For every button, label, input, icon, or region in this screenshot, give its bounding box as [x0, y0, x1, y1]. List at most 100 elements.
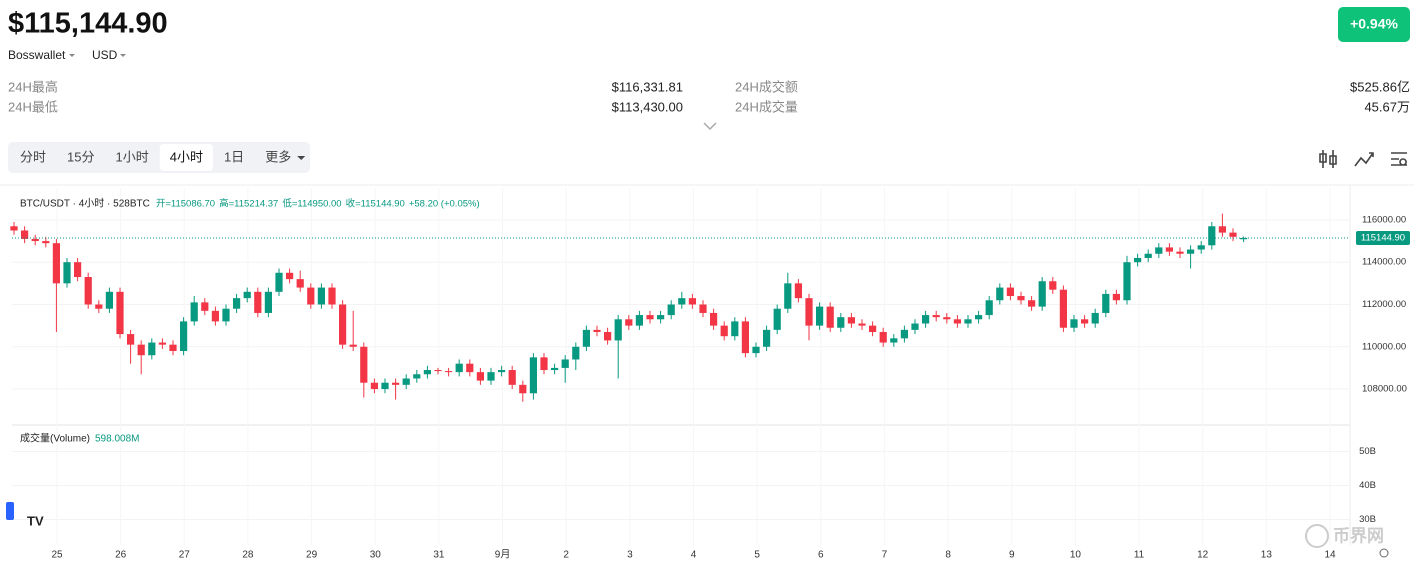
candle-body — [95, 304, 103, 309]
tab[interactable]: 1日 — [224, 149, 244, 164]
tab[interactable]: 更多 — [265, 149, 291, 164]
candle-body — [222, 308, 230, 322]
candle-body — [476, 372, 484, 381]
x-tick-label: 13 — [1261, 550, 1273, 561]
candle-body — [190, 302, 198, 322]
candle-body — [1123, 262, 1131, 301]
candle-body — [317, 287, 325, 305]
candle-body — [922, 315, 930, 324]
candle-body — [826, 306, 834, 328]
x-tick-label: 30 — [370, 550, 382, 561]
candle-body — [402, 378, 410, 385]
candle-body — [604, 331, 612, 341]
legend-symbol: BTC/USDT · 4小时 · 528BTC — [20, 198, 150, 210]
x-tick-label: 9 — [1009, 550, 1015, 561]
candle-body — [381, 382, 389, 390]
candle-body — [466, 363, 474, 373]
volume-title: 成交量(Volume) — [20, 432, 90, 445]
candle-body — [688, 298, 696, 305]
candle-body — [1059, 289, 1067, 328]
tab[interactable]: 4小时 — [170, 149, 203, 164]
legend-field: 开=115086.70 — [156, 199, 215, 210]
candle-body — [1187, 249, 1195, 254]
candle-body — [1091, 312, 1099, 324]
candle-body — [508, 370, 516, 385]
exchange[interactable]: Bosswallet — [8, 48, 66, 62]
x-tick-label: 6 — [818, 550, 824, 561]
candle-body — [63, 262, 71, 284]
y-tick-label: 112000.00 — [1362, 299, 1406, 310]
candle-body — [953, 319, 961, 324]
candle-body — [1081, 319, 1089, 324]
candle-body — [137, 344, 145, 356]
candle-body — [1144, 253, 1152, 258]
candle-body — [423, 370, 431, 375]
expand-chevron[interactable] — [703, 122, 717, 131]
tab[interactable]: 分时 — [20, 149, 46, 164]
candle-body — [773, 308, 781, 330]
candle-body — [233, 298, 241, 309]
candle-body — [741, 321, 749, 354]
candle-body — [1102, 293, 1110, 313]
settings-icon[interactable] — [1379, 548, 1389, 558]
candle-body — [975, 315, 983, 320]
candle-body — [763, 329, 771, 347]
candle-body — [794, 283, 802, 299]
candle-body — [169, 344, 177, 352]
candle-body — [985, 300, 993, 316]
candle-body — [1208, 226, 1216, 246]
toolbar-icons[interactable] — [1319, 150, 1407, 168]
x-tick-label: 29 — [306, 550, 318, 561]
x-tick-label: 5 — [754, 550, 760, 561]
tab[interactable]: 15分 — [67, 149, 94, 164]
candle-body — [900, 329, 908, 339]
candle-body — [731, 321, 739, 337]
candle-body — [1218, 226, 1226, 233]
change-badge — [1338, 7, 1410, 42]
candle-body — [646, 315, 654, 320]
x-tick-label: 3 — [627, 550, 633, 561]
y-tick-label: 116000.00 — [1362, 214, 1406, 225]
change: +0.94% — [1350, 16, 1398, 32]
candle-body — [180, 321, 188, 352]
candle-body — [710, 312, 718, 326]
candle-body — [328, 287, 336, 305]
candle-body — [1134, 257, 1142, 263]
candle-body — [445, 371, 453, 373]
candle-body — [455, 363, 463, 373]
candle-body — [116, 291, 124, 335]
last-price-tag — [1356, 231, 1410, 246]
candle-body — [392, 382, 400, 385]
x-tick-label: 4 — [691, 550, 697, 561]
candle-body — [31, 238, 39, 242]
candle-body — [1006, 287, 1014, 297]
candle-body — [858, 323, 866, 326]
candle-body — [932, 315, 940, 318]
tab[interactable]: 1小时 — [115, 149, 148, 164]
candle-body — [360, 346, 368, 383]
candle-body — [699, 304, 707, 313]
candle-body — [243, 291, 251, 299]
candle-body — [572, 346, 580, 360]
stat-value: $116,331.81 — [612, 79, 683, 94]
candle-body — [529, 357, 537, 394]
candle-body — [148, 342, 156, 356]
legend-field: 高=115214.37 — [219, 198, 278, 210]
tv-logo: TV — [27, 513, 44, 528]
candle-body — [105, 291, 113, 309]
candle-body — [996, 287, 1004, 301]
y-tick-label: 40B — [1359, 480, 1376, 491]
stat-label: 24H成交量 — [735, 99, 798, 114]
x-tick-label: 26 — [115, 550, 127, 561]
candle-body — [1176, 251, 1184, 254]
candle-body — [784, 283, 792, 309]
x-tick-label: 31 — [433, 550, 445, 561]
candle-body — [286, 272, 294, 280]
x-tick-label: 7 — [882, 550, 888, 561]
currency[interactable]: USD — [92, 48, 118, 62]
candle-body — [1017, 296, 1025, 301]
candle-body — [657, 315, 665, 320]
side-toggle[interactable] — [6, 502, 14, 520]
candle-body — [1155, 247, 1163, 254]
candle-body — [805, 298, 813, 326]
